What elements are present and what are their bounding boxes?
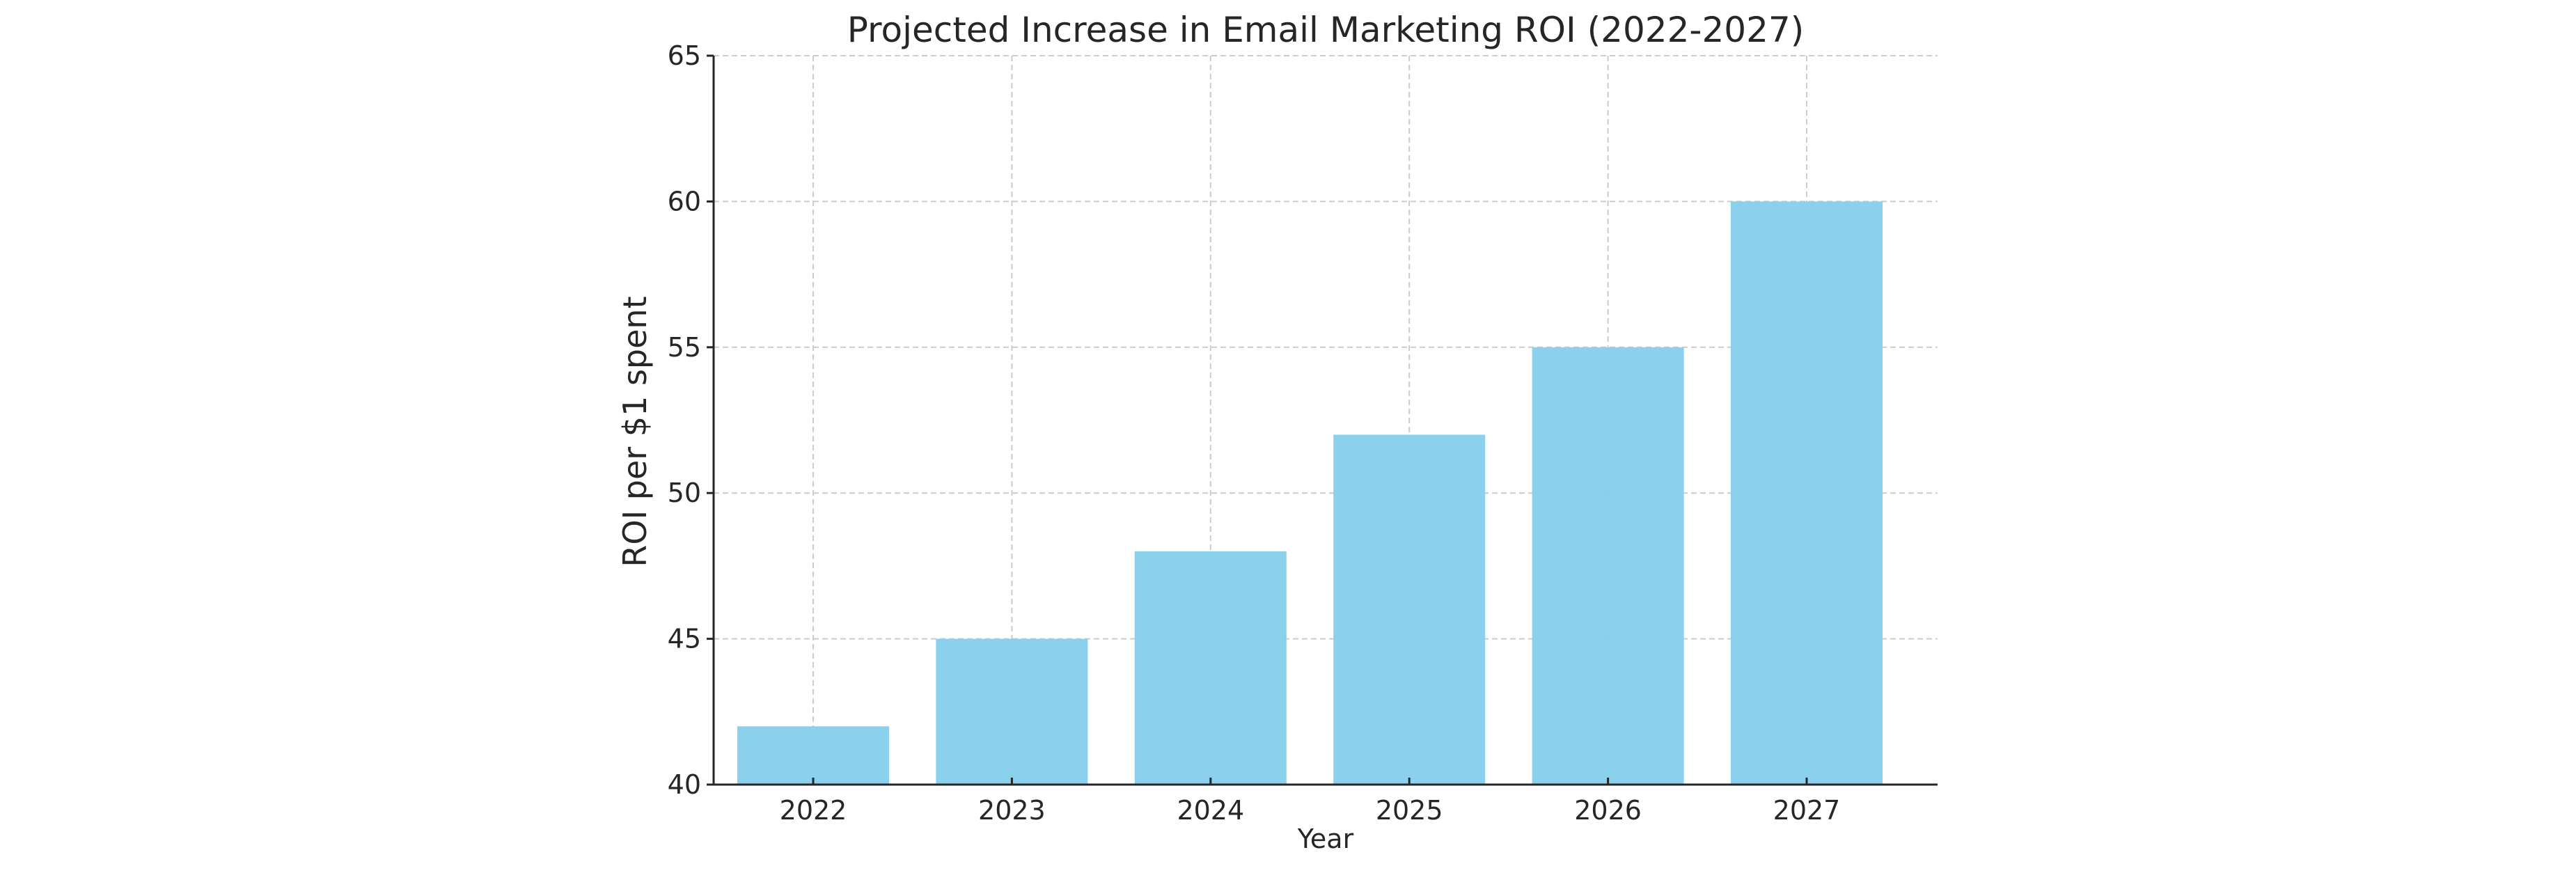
bar-2026 [1532,347,1684,785]
y-tick-label: 40 [668,769,701,800]
x-tick-label: 2024 [1177,795,1244,826]
x-tick-label: 2025 [1376,795,1443,826]
y-tick-label: 50 [668,478,701,508]
ticks: 40 45 50 55 60 65 2022 2023 2024 2025 2026 2027 [668,40,1841,826]
x-tick-label: 2023 [978,795,1046,826]
y-tick-label: 45 [668,624,701,654]
x-tick-label: 2027 [1773,795,1841,826]
axes [712,56,1938,786]
bar-2023 [936,638,1088,785]
y-tick-label: 55 [668,332,701,363]
bars [737,201,1883,785]
bar-2025 [1333,434,1486,785]
chart-title: Projected Increase in Email Marketing RO… [847,10,1804,50]
x-tick-label: 2022 [780,795,847,826]
y-tick-label: 65 [668,40,701,71]
y-tick-label: 60 [668,186,701,217]
y-axis-label: ROI per $1 spent [616,296,654,567]
bar-2027 [1731,201,1883,785]
bar-2024 [1134,551,1287,785]
x-axis-label: Year [1297,824,1354,854]
x-tick-label: 2026 [1574,795,1642,826]
bar-2022 [737,726,889,785]
